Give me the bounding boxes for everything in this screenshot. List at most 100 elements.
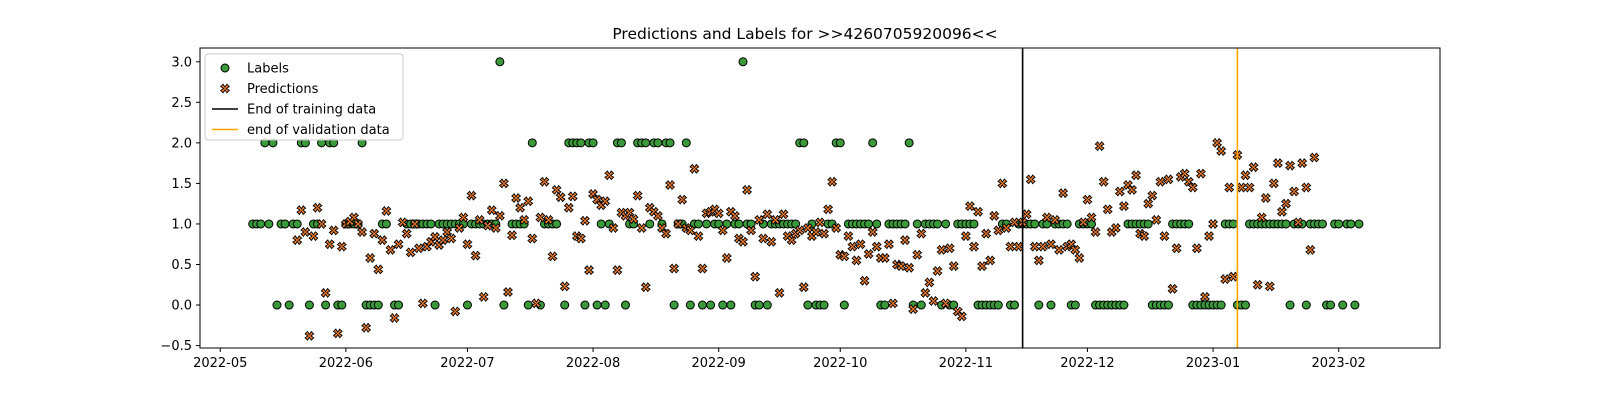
- x-marker-shape: [494, 210, 505, 221]
- x-marker-shape: [1240, 170, 1251, 181]
- prediction-point: [389, 312, 400, 324]
- prediction-point: [312, 202, 323, 213]
- x-marker-shape: [543, 214, 554, 225]
- legend-marker: [220, 63, 230, 73]
- x-marker-shape: [989, 210, 1000, 221]
- prediction-point: [551, 184, 562, 195]
- label-point: [718, 300, 728, 310]
- x-marker-shape: [887, 298, 898, 309]
- prediction-point: [661, 228, 672, 239]
- prediction-point: [871, 241, 882, 252]
- x-marker-shape: [936, 244, 947, 255]
- x-marker-shape: [1256, 212, 1267, 223]
- prediction-point: [336, 241, 347, 252]
- x-marker-shape: [507, 230, 518, 241]
- prediction-point: [904, 262, 915, 273]
- x-marker-shape: [1293, 217, 1304, 228]
- x-marker-shape: [721, 252, 732, 264]
- prediction-point: [742, 184, 753, 195]
- prediction-point: [750, 271, 761, 282]
- x-marker-shape: [770, 214, 781, 225]
- prediction-point: [316, 218, 327, 229]
- prediction-point: [713, 208, 724, 219]
- prediction-point: [855, 239, 866, 250]
- x-marker-shape: [859, 275, 870, 286]
- prediction-point: [498, 178, 509, 189]
- x-marker-shape: [1001, 222, 1012, 234]
- label-point: [321, 300, 331, 310]
- x-marker-shape: [689, 163, 700, 174]
- prediction-point: [1216, 145, 1227, 156]
- x-marker-shape: [482, 220, 493, 231]
- x-marker-shape: [839, 251, 850, 262]
- label-point: [1285, 300, 1295, 310]
- prediction-point: [1187, 182, 1198, 193]
- label-point: [1240, 300, 1250, 310]
- prediction-point: [324, 239, 335, 250]
- x-marker-shape: [567, 191, 578, 202]
- label-point: [284, 300, 294, 310]
- prediction-point: [693, 231, 704, 242]
- x-tick-label: 2022-05: [193, 356, 247, 371]
- prediction-point: [1098, 176, 1109, 187]
- label-point: [430, 300, 440, 310]
- label-point: [588, 138, 598, 148]
- x-marker-shape: [1041, 212, 1052, 223]
- x-marker-shape: [928, 295, 939, 306]
- prediction-point: [859, 275, 870, 286]
- prediction-point: [689, 163, 700, 174]
- x-marker-shape: [312, 202, 323, 213]
- x-marker-shape: [1208, 218, 1219, 229]
- prediction-point: [494, 210, 505, 221]
- prediction-point: [381, 205, 392, 216]
- x-marker-shape: [523, 196, 534, 207]
- x-marker-shape: [1151, 214, 1162, 225]
- x-marker-shape: [665, 180, 676, 191]
- prediction-point: [1159, 231, 1170, 242]
- legend: Labels Predictions End of training data end…: [204, 53, 404, 141]
- prediction-point: [932, 265, 943, 276]
- prediction-point: [304, 330, 315, 341]
- x-marker-shape: [308, 231, 319, 242]
- x-marker-shape: [563, 202, 574, 213]
- label-point: [1046, 300, 1056, 310]
- prediction-point: [774, 287, 785, 298]
- x-marker-shape: [1281, 198, 1292, 209]
- label-point: [1346, 219, 1356, 229]
- prediction-point: [482, 220, 493, 231]
- chart-title: Predictions and Labels for >>42607059200…: [612, 25, 997, 43]
- x-marker-shape: [669, 263, 680, 274]
- prediction-point: [1094, 141, 1105, 152]
- prediction-point: [1244, 182, 1255, 193]
- prediction-point: [1289, 186, 1300, 197]
- y-tick-label: 0.0: [171, 299, 192, 314]
- prediction-point: [1102, 204, 1113, 215]
- prediction-point: [628, 214, 639, 225]
- x-marker-shape: [389, 312, 400, 324]
- x-marker-shape: [1118, 201, 1129, 212]
- prediction-point: [397, 217, 408, 228]
- x-marker-shape: [729, 210, 740, 221]
- prediction-point: [636, 222, 647, 234]
- x-marker-shape: [535, 212, 546, 223]
- x-marker-shape: [1212, 137, 1223, 148]
- label-point: [880, 300, 890, 310]
- label-point: [580, 300, 590, 310]
- label-point: [616, 138, 626, 148]
- prediction-point: [474, 214, 485, 225]
- prediction-point: [1204, 231, 1215, 242]
- x-marker-shape: [742, 184, 753, 195]
- x-marker-shape: [1301, 182, 1312, 193]
- x-marker-shape: [1054, 244, 1065, 255]
- prediction-point: [1001, 222, 1012, 234]
- prediction-point: [413, 243, 424, 254]
- prediction-point: [1151, 214, 1162, 225]
- prediction-point: [1045, 239, 1056, 250]
- x-tick-label: 2022-07: [440, 356, 494, 371]
- prediction-point: [1114, 186, 1125, 197]
- x-marker-shape: [628, 214, 639, 225]
- prediction-point: [981, 228, 992, 239]
- x-marker-shape: [1131, 170, 1142, 181]
- x-marker-shape: [944, 243, 955, 254]
- x-marker-shape: [458, 212, 469, 223]
